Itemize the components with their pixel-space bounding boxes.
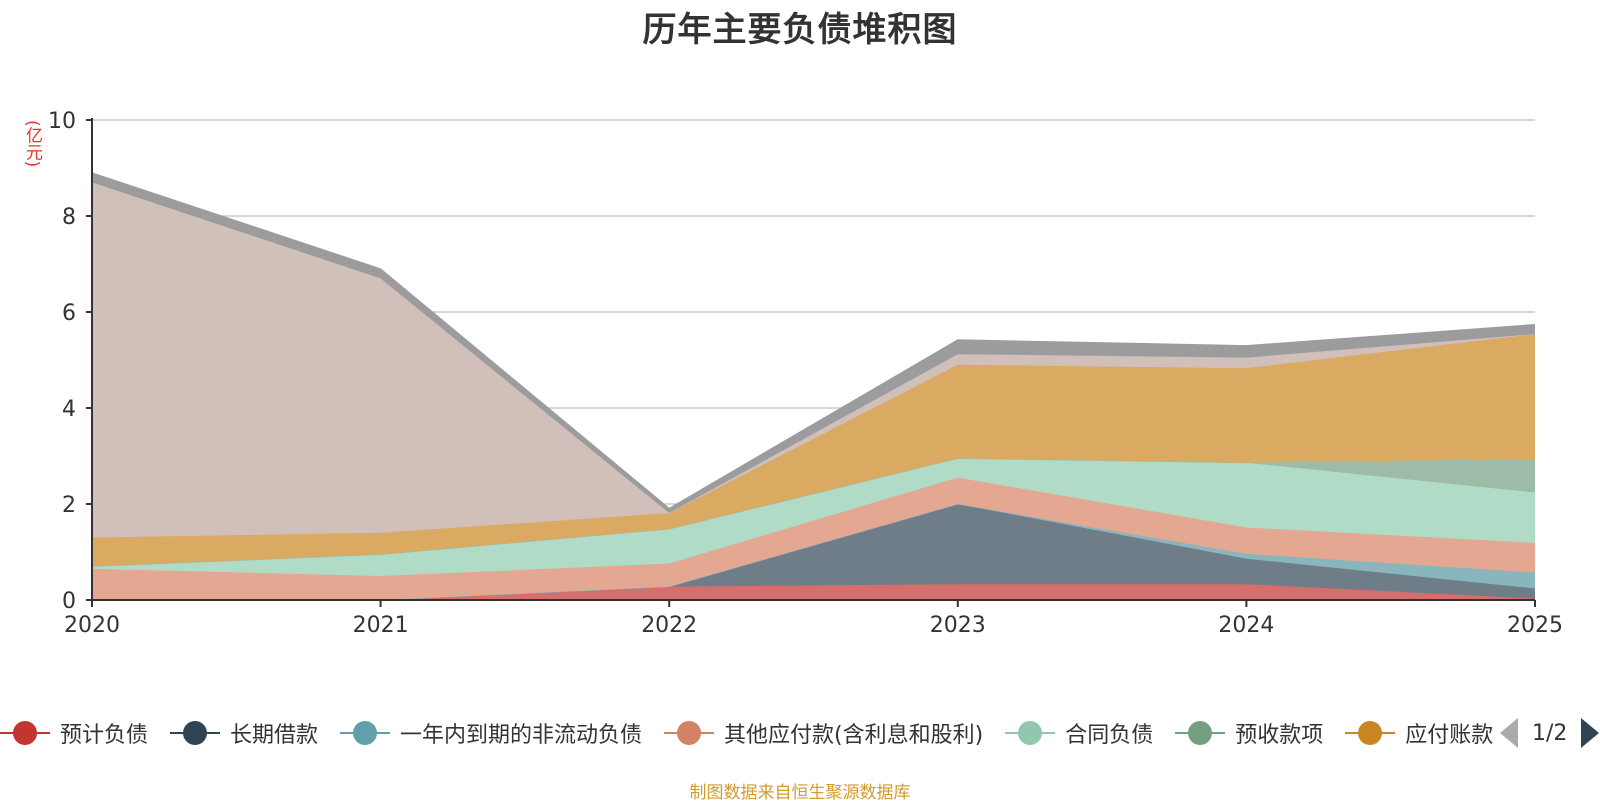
legend-item[interactable]: 长期借款 — [170, 713, 318, 753]
legend-item-label: 预计负债 — [60, 723, 149, 748]
legend-next-page-icon[interactable] — [1581, 718, 1600, 748]
x-tick-label: 2022 — [641, 613, 697, 638]
legend-page-indicator: 1/2 — [1532, 720, 1568, 746]
legend-marker-icon — [0, 719, 50, 747]
legend-item-label: 长期借款 — [230, 723, 319, 748]
x-tick-label: 2023 — [930, 613, 986, 638]
area-series-3 — [92, 477, 1535, 600]
legend-marker-icon — [1175, 719, 1226, 747]
legend-pager: 1/2 — [1500, 713, 1600, 753]
y-tick-label: 0 — [62, 589, 76, 614]
area-series-6 — [92, 334, 1535, 567]
legend-item[interactable]: 合同负债 — [1005, 713, 1153, 753]
legend-item-label: 合同负债 — [1065, 723, 1154, 748]
legend-marker-icon — [170, 719, 221, 747]
area-series-edge-8 — [91, 172, 1536, 509]
legend-prev-page-icon[interactable] — [1500, 718, 1518, 748]
area-series-4 — [92, 458, 1535, 576]
area-series-1 — [92, 504, 1535, 600]
legend-item-label: 一年内到期的非流动负债 — [400, 723, 643, 748]
legend-item[interactable]: 预收款项 — [1175, 713, 1323, 753]
legend-item[interactable]: 其他应付款(含利息和股利) — [664, 713, 983, 753]
x-tick-label: 2024 — [1218, 613, 1274, 638]
legend: 预计负债 长期借款 一年内到期的非流动负债 其他应付款(含利息和股利) 合同负债 预收款项… — [0, 713, 1510, 753]
y-tick-label: 10 — [48, 109, 76, 134]
y-tick-label: 6 — [62, 301, 76, 326]
area-series-5 — [92, 458, 1535, 567]
area-series-7 — [92, 182, 1535, 538]
legend-item-label: 应付账款 — [1405, 723, 1494, 748]
data-source-note: 制图数据来自恒生聚源数据库 — [689, 783, 911, 803]
x-tick-label: 2025 — [1507, 613, 1563, 638]
area-series-0 — [92, 584, 1535, 600]
y-axis-unit-label: (亿元) — [22, 120, 42, 168]
legend-marker-icon — [340, 719, 391, 747]
y-tick-label: 4 — [62, 397, 76, 422]
legend-item-label: 预收款项 — [1235, 723, 1324, 748]
legend-item[interactable]: 一年内到期的非流动负债 — [340, 713, 642, 753]
legend-marker-icon — [1345, 719, 1396, 747]
legend-item-label: 其他应付款(含利息和股利) — [724, 723, 984, 748]
x-tick-label: 2021 — [353, 613, 409, 638]
chart-title: 历年主要负债堆积图 — [642, 10, 958, 50]
legend-marker-icon — [1005, 719, 1056, 747]
x-tick-label: 2020 — [64, 613, 120, 638]
y-tick-label: 2 — [62, 493, 76, 518]
legend-item[interactable]: 预计负债 — [0, 713, 148, 753]
legend-item[interactable]: 应付账款 — [1345, 713, 1493, 753]
y-tick-label: 8 — [62, 205, 76, 230]
legend-marker-icon — [664, 719, 715, 747]
